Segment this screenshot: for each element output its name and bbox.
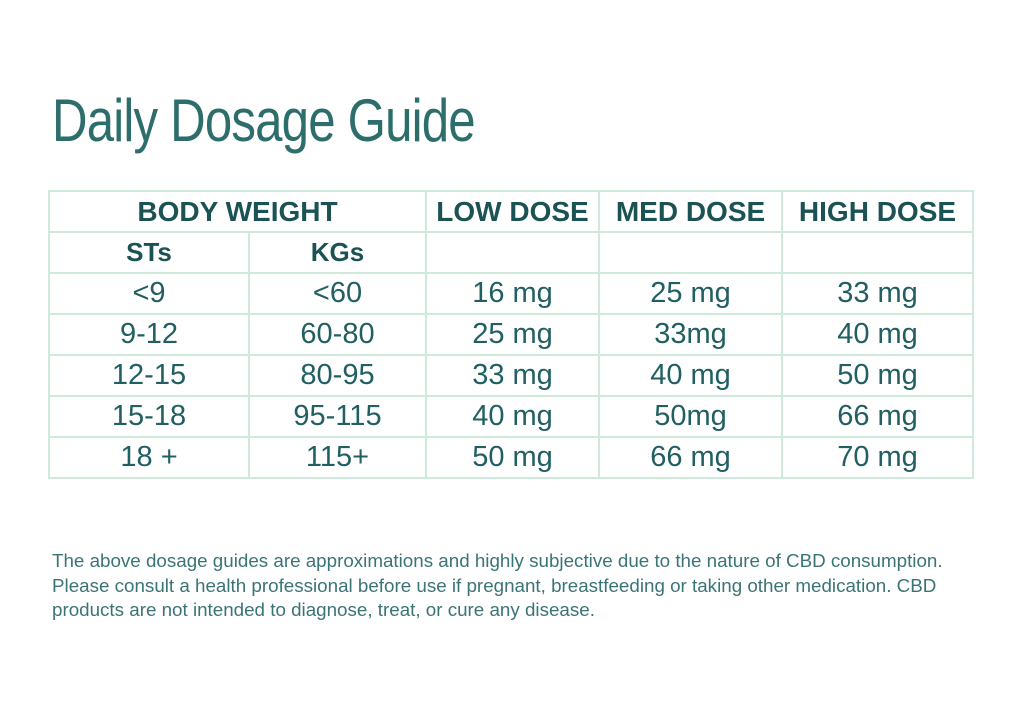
page-title: Daily Dosage Guide bbox=[52, 87, 476, 154]
cell-kgs: 115+ bbox=[248, 436, 427, 479]
disclaimer-text: The above dosage guides are approximatio… bbox=[52, 550, 943, 620]
cell-high-dose: 70 mg bbox=[781, 436, 974, 479]
table-row: 15-18 95-115 40 mg 50mg 66 mg bbox=[48, 395, 974, 438]
header-high-dose: HIGH DOSE bbox=[781, 190, 974, 233]
cell-kgs: 60-80 bbox=[248, 313, 427, 356]
cell-med-dose: 40 mg bbox=[598, 354, 783, 397]
header-med-dose: MED DOSE bbox=[598, 190, 783, 233]
header-sts: STs bbox=[48, 231, 250, 274]
cell-high-dose: 50 mg bbox=[781, 354, 974, 397]
header-kgs: KGs bbox=[248, 231, 427, 274]
cell-low-dose: 33 mg bbox=[425, 354, 600, 397]
cell-sts: 9-12 bbox=[48, 313, 250, 356]
cell-low-dose: 25 mg bbox=[425, 313, 600, 356]
header-low-dose: LOW DOSE bbox=[425, 190, 600, 233]
cell-high-dose: 40 mg bbox=[781, 313, 974, 356]
table-row: <9 <60 16 mg 25 mg 33 mg bbox=[48, 272, 974, 315]
cell-sts: 15-18 bbox=[48, 395, 250, 438]
cell-sts: <9 bbox=[48, 272, 250, 315]
cell-med-dose: 50mg bbox=[598, 395, 783, 438]
cell-sts: 18 + bbox=[48, 436, 250, 479]
header-empty-high bbox=[781, 231, 974, 274]
table-row: 12-15 80-95 33 mg 40 mg 50 mg bbox=[48, 354, 974, 397]
dosage-table: BODY WEIGHT LOW DOSE MED DOSE HIGH DOSE … bbox=[48, 190, 974, 479]
cell-med-dose: 33mg bbox=[598, 313, 783, 356]
cell-kgs: 80-95 bbox=[248, 354, 427, 397]
cell-kgs: 95-115 bbox=[248, 395, 427, 438]
table-row: 18 + 115+ 50 mg 66 mg 70 mg bbox=[48, 436, 974, 479]
table-header-row-main: BODY WEIGHT LOW DOSE MED DOSE HIGH DOSE bbox=[48, 190, 974, 233]
header-empty-low bbox=[425, 231, 600, 274]
cell-low-dose: 40 mg bbox=[425, 395, 600, 438]
header-empty-med bbox=[598, 231, 783, 274]
header-body-weight: BODY WEIGHT bbox=[48, 190, 427, 233]
cell-kgs: <60 bbox=[248, 272, 427, 315]
cell-med-dose: 66 mg bbox=[598, 436, 783, 479]
cell-sts: 12-15 bbox=[48, 354, 250, 397]
table-row: 9-12 60-80 25 mg 33mg 40 mg bbox=[48, 313, 974, 356]
cell-med-dose: 25 mg bbox=[598, 272, 783, 315]
cell-low-dose: 16 mg bbox=[425, 272, 600, 315]
table-header-row-units: STs KGs bbox=[48, 231, 974, 274]
cell-high-dose: 66 mg bbox=[781, 395, 974, 438]
cell-high-dose: 33 mg bbox=[781, 272, 974, 315]
cell-low-dose: 50 mg bbox=[425, 436, 600, 479]
